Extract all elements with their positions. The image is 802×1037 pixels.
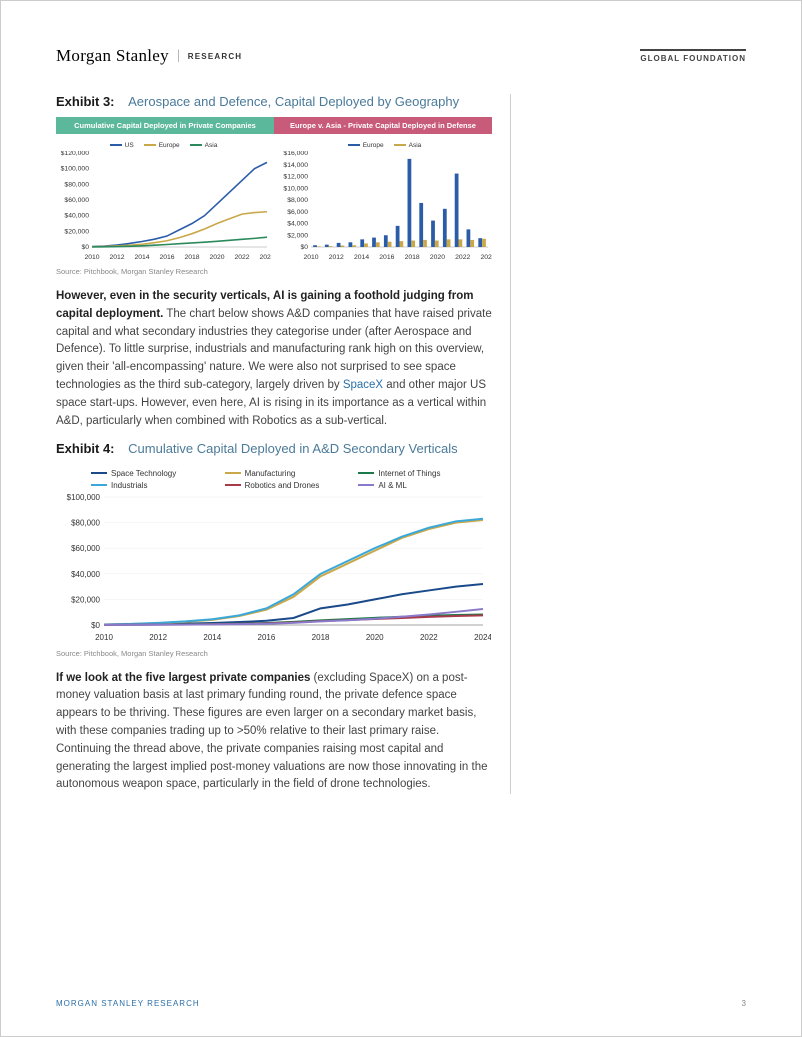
content-column: Exhibit 3: Aerospace and Defence, Capita… — [56, 94, 511, 794]
exhibit3-left-chart: US Europe Asia $0 $20,000 $40,000 $60,000 $80,… — [56, 138, 271, 261]
exhibit3-label: Exhibit 3: — [56, 94, 115, 109]
legend-item: Europe — [144, 142, 180, 149]
page-header: Morgan Stanley | RESEARCH GLOBAL FOUNDAT… — [56, 46, 746, 66]
exhibit3-subtitle: Aerospace and Defence, Capital Deployed … — [128, 94, 459, 109]
paragraph-2: If we look at the five largest private c… — [56, 670, 492, 795]
svg-text:$60,000: $60,000 — [71, 544, 100, 553]
svg-text:$4,000: $4,000 — [287, 221, 308, 228]
svg-text:$100,000: $100,000 — [61, 166, 90, 173]
legend-item: Asia — [190, 142, 218, 149]
svg-text:$10,000: $10,000 — [283, 185, 308, 192]
svg-text:$8,000: $8,000 — [287, 197, 308, 204]
svg-text:$60,000: $60,000 — [64, 197, 89, 204]
exhibit3-banner-left: Cumulative Capital Deployed in Private C… — [56, 117, 274, 134]
legend-item: Robotics and Drones — [225, 481, 359, 490]
exhibit3-left-svg: $0 $20,000 $40,000 $60,000 $80,000 $100,000 $1… — [56, 151, 271, 261]
svg-text:2020: 2020 — [209, 254, 224, 261]
svg-text:2024: 2024 — [474, 633, 491, 642]
page-number: 3 — [742, 999, 746, 1008]
svg-text:$20,000: $20,000 — [64, 228, 89, 235]
svg-text:2020: 2020 — [366, 633, 384, 642]
exhibit4-title: Exhibit 4: Cumulative Capital Deployed i… — [56, 441, 492, 456]
legend-item: Internet of Things — [358, 469, 492, 478]
exhibit3-right-chart: Europe Asia $0 $2,000 $4,000 $6,000 $8,000 $10… — [277, 138, 492, 261]
exhibit3-right-svg: $0 $2,000 $4,000 $6,000 $8,000 $10,000 $12,000… — [277, 151, 492, 261]
svg-text:2014: 2014 — [134, 254, 149, 261]
svg-text:$80,000: $80,000 — [71, 518, 100, 527]
svg-text:$0: $0 — [300, 244, 308, 251]
svg-text:$14,000: $14,000 — [283, 162, 308, 169]
svg-text:2020: 2020 — [430, 254, 445, 261]
page-footer: MORGAN STANLEY RESEARCH 3 — [56, 999, 746, 1008]
svg-text:$20,000: $20,000 — [71, 595, 100, 604]
exhibit4-label: Exhibit 4: — [56, 441, 115, 456]
exhibit3-source: Source: Pitchbook, Morgan Stanley Resear… — [56, 267, 492, 276]
brand-name: Morgan Stanley — [56, 46, 169, 66]
exhibit3-banner-right: Europe v. Asia - Private Capital Deploye… — [274, 117, 492, 134]
exhibit4-subtitle: Cumulative Capital Deployed in A&D Secon… — [128, 441, 458, 456]
svg-text:2016: 2016 — [379, 254, 394, 261]
svg-text:$6,000: $6,000 — [287, 209, 308, 216]
exhibit4-legend: Space TechnologyManufacturingInternet of… — [56, 464, 492, 493]
svg-text:$0: $0 — [91, 621, 100, 630]
legend-item: Industrials — [91, 481, 225, 490]
svg-text:$40,000: $40,000 — [71, 569, 100, 578]
svg-text:$40,000: $40,000 — [64, 213, 89, 220]
svg-text:2024: 2024 — [480, 254, 492, 261]
brand-sub: RESEARCH — [188, 52, 243, 61]
svg-text:2018: 2018 — [184, 254, 199, 261]
svg-text:2010: 2010 — [95, 633, 113, 642]
legend-item: Asia — [394, 142, 422, 149]
svg-text:2010: 2010 — [84, 254, 99, 261]
svg-text:2018: 2018 — [312, 633, 330, 642]
svg-text:2022: 2022 — [420, 633, 438, 642]
spacex-link[interactable]: SpaceX — [343, 379, 383, 391]
svg-text:2022: 2022 — [234, 254, 249, 261]
exhibit4-svg: $0 $20,000 $40,000 $60,000 $80,000 $100,000 20… — [56, 493, 491, 643]
page-container: Morgan Stanley | RESEARCH GLOBAL FOUNDAT… — [0, 0, 802, 1037]
brand-block: Morgan Stanley | RESEARCH — [56, 46, 242, 66]
para2-text: (excluding SpaceX) on a post-money valua… — [56, 672, 488, 791]
svg-text:2010: 2010 — [303, 254, 318, 261]
svg-text:2022: 2022 — [455, 254, 470, 261]
svg-text:$80,000: $80,000 — [64, 181, 89, 188]
svg-text:2014: 2014 — [354, 254, 369, 261]
global-foundation-label: GLOBAL FOUNDATION — [640, 49, 746, 63]
svg-text:2018: 2018 — [405, 254, 420, 261]
footer-left: MORGAN STANLEY RESEARCH — [56, 999, 200, 1008]
exhibit3-left-legend: US Europe Asia — [56, 138, 271, 151]
exhibit3-dual-chart: US Europe Asia $0 $20,000 $40,000 $60,000 $80,… — [56, 138, 492, 261]
legend-item: US — [110, 142, 134, 149]
svg-text:$100,000: $100,000 — [67, 493, 101, 502]
legend-item: Space Technology — [91, 469, 225, 478]
exhibit3-title: Exhibit 3: Aerospace and Defence, Capita… — [56, 94, 492, 109]
svg-text:2016: 2016 — [258, 633, 276, 642]
svg-text:2012: 2012 — [109, 254, 124, 261]
svg-text:$16,000: $16,000 — [283, 151, 308, 157]
brand-divider: | — [177, 48, 180, 64]
svg-text:2016: 2016 — [159, 254, 174, 261]
svg-text:$12,000: $12,000 — [283, 174, 308, 181]
svg-text:$0: $0 — [81, 244, 89, 251]
svg-text:2014: 2014 — [203, 633, 221, 642]
para2-bold: If we look at the five largest private c… — [56, 672, 310, 684]
svg-text:$120,000: $120,000 — [61, 151, 90, 157]
svg-text:2012: 2012 — [149, 633, 167, 642]
svg-text:$2,000: $2,000 — [287, 232, 308, 239]
svg-text:2012: 2012 — [329, 254, 344, 261]
exhibit4-source: Source: Pitchbook, Morgan Stanley Resear… — [56, 649, 492, 658]
legend-item: Europe — [348, 142, 384, 149]
exhibit3-banner-row: Cumulative Capital Deployed in Private C… — [56, 117, 492, 134]
legend-item: AI & ML — [358, 481, 492, 490]
legend-item: Manufacturing — [225, 469, 359, 478]
exhibit3-right-legend: Europe Asia — [277, 138, 492, 151]
paragraph-1: However, even in the security verticals,… — [56, 288, 492, 431]
svg-text:2024: 2024 — [259, 254, 271, 261]
